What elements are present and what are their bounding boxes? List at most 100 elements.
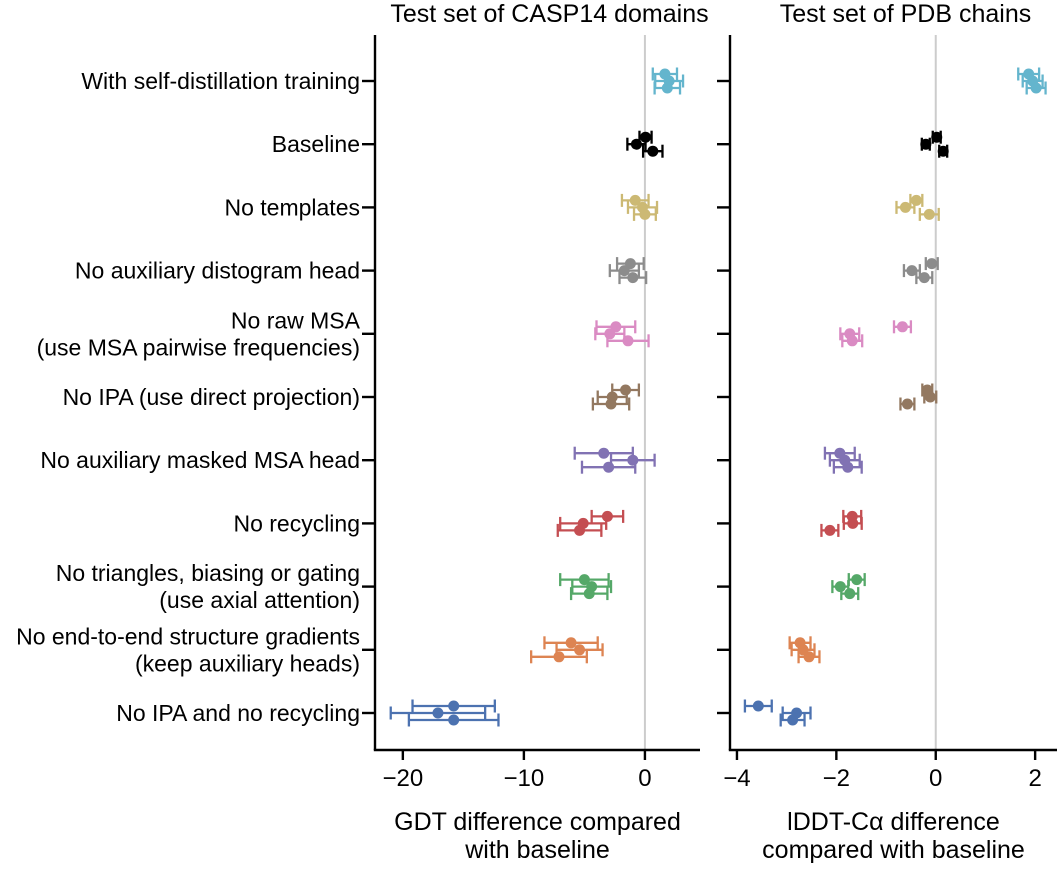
category-label: (use MSA pairwise frequencies)	[37, 334, 360, 360]
data-point	[906, 265, 918, 277]
data-point	[846, 335, 858, 347]
category-label: (keep auxiliary heads)	[135, 650, 360, 676]
data-point	[639, 208, 651, 220]
data-point	[842, 461, 854, 473]
x-tick-label: −10	[504, 765, 545, 792]
data-point	[844, 588, 856, 600]
x-axis-label: with baseline	[464, 836, 610, 864]
data-point	[627, 454, 639, 466]
ablation-row	[902, 257, 939, 285]
data-point	[787, 714, 799, 726]
category-label: No IPA (use direct projection)	[63, 384, 360, 410]
ablation-row	[831, 573, 866, 601]
data-point	[605, 398, 617, 410]
data-point	[899, 201, 911, 213]
category-label: No auxiliary distogram head	[75, 258, 360, 284]
x-axis-label: lDDT-Cα difference	[787, 808, 1000, 836]
ablation-row	[895, 193, 940, 221]
data-point	[578, 574, 590, 586]
data-point	[598, 447, 610, 459]
data-point	[920, 138, 932, 150]
x-tick-label: 0	[929, 765, 942, 792]
data-point	[851, 574, 863, 586]
ablation-row	[920, 130, 949, 158]
x-tick-label: −20	[382, 765, 423, 792]
data-point	[603, 461, 615, 473]
data-point	[937, 145, 949, 157]
data-point	[565, 637, 577, 649]
data-point	[923, 208, 935, 220]
data-point	[574, 524, 586, 536]
data-point	[601, 510, 613, 522]
ablation-row	[823, 446, 863, 474]
x-axis-label: GDT difference compared	[394, 808, 681, 836]
ablation-row	[556, 509, 625, 537]
panel-title: Test set of PDB chains	[780, 0, 1032, 28]
ablation-row	[573, 446, 656, 474]
ablation-row	[743, 699, 812, 727]
data-point	[803, 651, 815, 663]
data-point	[448, 714, 460, 726]
data-point	[620, 384, 632, 396]
x-tick-label: −2	[823, 765, 850, 792]
panel-title: Test set of CASP14 domains	[390, 0, 708, 28]
category-label: Baseline	[272, 131, 360, 157]
data-point	[910, 194, 922, 206]
x-tick-label: −4	[723, 765, 750, 792]
category-label: With self-distillation training	[81, 68, 360, 94]
ablation-row	[389, 699, 500, 727]
ablation-row	[651, 67, 685, 95]
data-point	[824, 524, 836, 536]
category-label: No end-to-end structure gradients	[16, 623, 360, 649]
data-point	[847, 517, 859, 529]
ablation-row	[594, 320, 650, 348]
data-point	[1030, 82, 1042, 94]
data-point	[604, 328, 616, 340]
data-point	[931, 131, 943, 143]
x-tick-label: 2	[1028, 765, 1041, 792]
data-point	[896, 321, 908, 333]
ablation-row	[626, 130, 664, 158]
data-point	[630, 138, 642, 150]
data-point	[901, 398, 913, 410]
data-point	[574, 644, 586, 656]
category-label: No IPA and no recycling	[116, 700, 360, 726]
ablation-row	[839, 320, 913, 348]
data-point	[622, 335, 634, 347]
category-label: No auxiliary masked MSA head	[40, 447, 360, 473]
x-axis-label: compared with baseline	[762, 836, 1025, 864]
data-point	[834, 581, 846, 593]
x-tick-label: 0	[638, 765, 651, 792]
data-point	[627, 272, 639, 284]
data-point	[583, 588, 595, 600]
data-point	[926, 258, 938, 270]
ablation-row	[529, 636, 604, 664]
data-point	[618, 265, 630, 277]
data-point	[918, 272, 930, 284]
category-label: No recycling	[233, 510, 360, 536]
ablation-row	[1017, 67, 1047, 95]
ablation-row	[559, 573, 613, 601]
data-point	[432, 707, 444, 719]
panel-pdb: −4 −2 0 2 Test set of PDB chains lDDT-Cα diff…	[717, 0, 1057, 864]
data-point	[629, 194, 641, 206]
data-point	[752, 700, 764, 712]
data-point	[924, 391, 936, 403]
category-label: (use axial attention)	[159, 587, 360, 613]
data-point	[553, 651, 565, 663]
data-point	[640, 131, 652, 143]
category-label: No templates	[224, 194, 360, 220]
ablation-row	[788, 636, 821, 664]
ablation-row	[620, 193, 659, 221]
panel-casp14: −20 −10 0 Test set of CASP14 domains GDT dif…	[16, 0, 709, 864]
ablation-row	[591, 383, 641, 411]
ablation-row	[608, 257, 648, 285]
data-point	[448, 700, 460, 712]
ablation-row	[820, 509, 863, 537]
data-point	[647, 145, 659, 157]
data-point	[661, 82, 673, 94]
category-label: No raw MSA	[231, 307, 361, 333]
category-label: No triangles, biasing or gating	[56, 560, 360, 586]
